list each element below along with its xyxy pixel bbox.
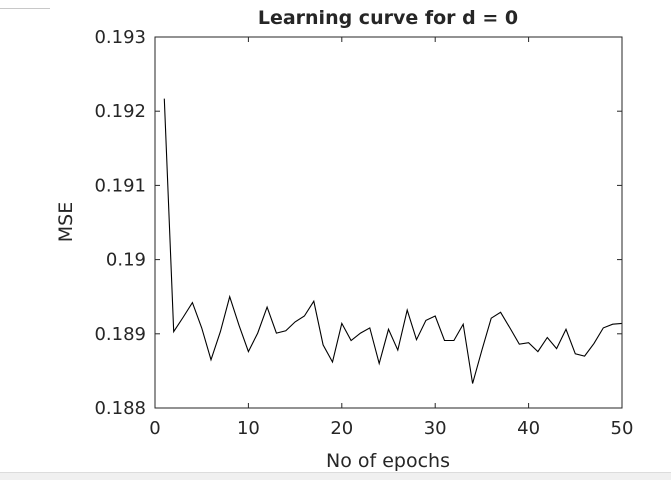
y-tick-label: 0.192 [94,101,146,122]
y-tick-label: 0.193 [94,27,146,48]
mse-series-line [163,98,623,384]
x-tick-label: 0 [149,418,160,439]
y-tick-label: 0.189 [94,324,146,345]
window-bottom-strip [0,472,671,480]
x-tick-label: 50 [611,418,634,439]
x-tick-label: 20 [330,418,353,439]
x-axis-label: No of epochs [326,450,450,472]
chart-title: Learning curve for d = 0 [258,7,518,29]
x-tick-label: 10 [237,418,260,439]
plot-frame [154,36,623,409]
y-axis-ticks: 0.188 0.189 0.19 0.191 0.192 0.193 [94,27,622,419]
window-edge-line [0,8,50,9]
y-tick-label: 0.19 [106,250,146,271]
plot-area [155,37,622,408]
y-axis-label: MSE [55,202,77,242]
x-tick-label: 30 [424,418,447,439]
y-tick-label: 0.188 [94,398,146,419]
y-tick-label: 0.191 [94,175,146,196]
x-tick-label: 40 [517,418,540,439]
